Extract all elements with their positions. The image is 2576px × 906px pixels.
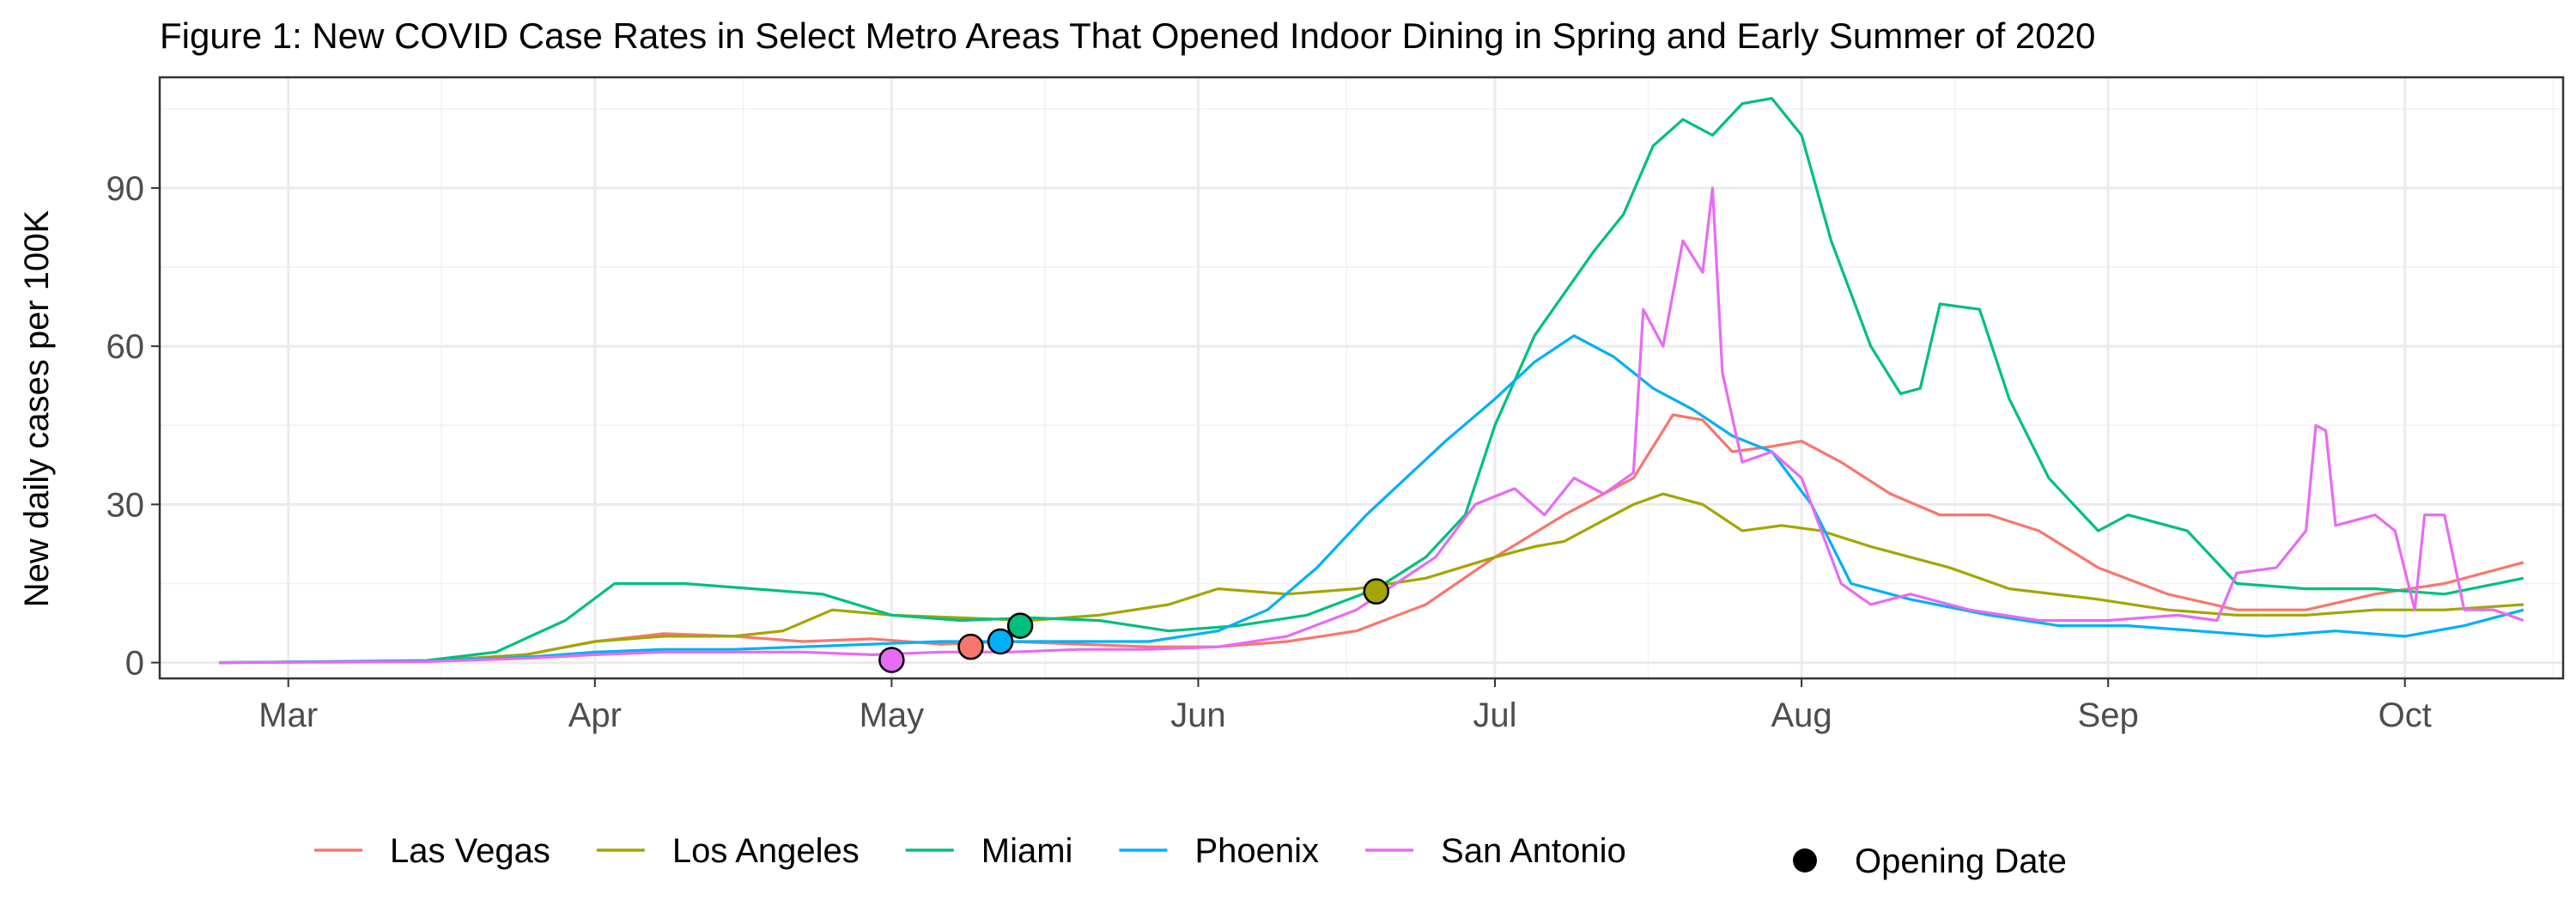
- x-tick-label: Oct: [2379, 696, 2432, 734]
- y-tick-label: 60: [106, 328, 145, 366]
- plot-border: [158, 76, 2565, 680]
- series-line-las-vegas: [219, 413, 2524, 665]
- legend-label-miami: Miami: [981, 832, 1073, 870]
- opening-marker-las-vegas: [957, 633, 984, 660]
- legend-label-san-antonio: San Antonio: [1441, 832, 1626, 870]
- y-tick-label: 90: [106, 170, 145, 208]
- plot-background: [160, 77, 2563, 678]
- x-tick-label: Jun: [1170, 696, 1226, 734]
- x-tick-label: May: [860, 696, 925, 734]
- legend-label-las-vegas: Las Vegas: [390, 832, 550, 870]
- opening-marker-san-antonio: [878, 647, 905, 673]
- legend-label-phoenix: Phoenix: [1194, 832, 1319, 870]
- legend-label-opening-date: Opening Date: [1855, 842, 2067, 880]
- series-line-phoenix: [219, 334, 2524, 665]
- chart-title: Figure 1: New COVID Case Rates in Select…: [160, 15, 2095, 56]
- series-line-miami: [219, 97, 2524, 665]
- y-axis-label: New daily cases per 100K: [18, 210, 56, 607]
- opening-marker-los-angeles: [1363, 578, 1390, 605]
- x-tick-label: Aug: [1771, 696, 1832, 734]
- legend-key-opening-date: [1793, 848, 1817, 873]
- opening-marker-phoenix: [987, 628, 1014, 655]
- x-tick-label: Apr: [568, 696, 622, 734]
- x-tick-label: Sep: [2078, 696, 2139, 734]
- legend: Las Vegas Los Angeles Miami Phoenix San Anto…: [314, 832, 2067, 880]
- legend-label-los-angeles: Los Angeles: [672, 832, 860, 870]
- x-tick-label: Mar: [258, 696, 318, 734]
- y-tick-label: 30: [106, 486, 145, 524]
- opening-marker-miami: [1006, 612, 1034, 639]
- x-tick-label: Jul: [1473, 696, 1516, 734]
- series-line-los-angeles: [219, 492, 2524, 665]
- plot-area: 0 30 60 90 Mar Apr May Jun Jul Aug Sep Oct: [106, 76, 2565, 734]
- y-tick-label: 0: [125, 645, 144, 683]
- series-line-san-antonio: [219, 186, 2524, 665]
